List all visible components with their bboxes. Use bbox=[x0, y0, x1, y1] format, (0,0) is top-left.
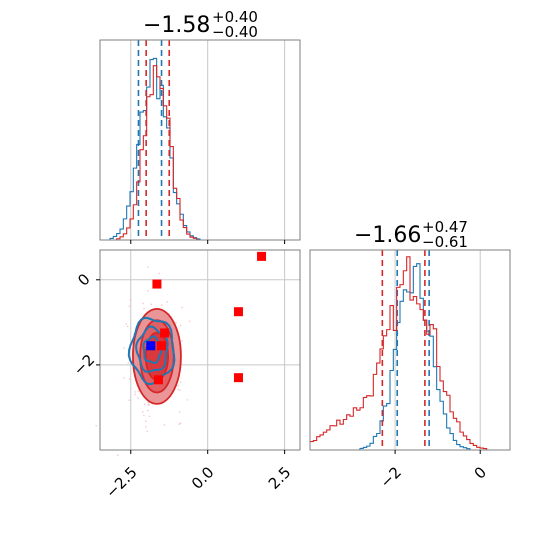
title-right-minus: −0.61 bbox=[422, 233, 468, 251]
sample-point bbox=[147, 403, 150, 406]
histogram-series-1 bbox=[100, 65, 300, 241]
y-tick-label: 0 bbox=[74, 270, 93, 289]
title-right-plus: +0.47 bbox=[422, 218, 468, 236]
sample-point bbox=[142, 302, 144, 305]
sample-point bbox=[128, 399, 131, 402]
title-top-plus: +0.40 bbox=[212, 8, 258, 26]
sample-point bbox=[143, 403, 146, 405]
sample-point bbox=[148, 415, 151, 418]
sample-point bbox=[125, 323, 128, 325]
sample-point bbox=[175, 321, 177, 324]
sample-point bbox=[163, 424, 166, 426]
sample-point bbox=[147, 401, 149, 404]
histogram-series-1 bbox=[310, 256, 510, 451]
sample-point bbox=[126, 325, 129, 328]
sample-point bbox=[179, 422, 182, 425]
sample-point bbox=[177, 384, 180, 387]
sample-point bbox=[128, 305, 131, 307]
sample-point bbox=[181, 306, 183, 309]
marker-square bbox=[233, 307, 243, 317]
x-tick-label: −2.5 bbox=[102, 463, 140, 501]
joint-scatter-panel: −2.5 0.0 2.5 0 −2 bbox=[70, 249, 301, 502]
sample-point bbox=[144, 420, 147, 423]
sample-point bbox=[160, 304, 163, 306]
sample-point bbox=[147, 289, 149, 292]
sample-point bbox=[95, 424, 98, 427]
marker-square bbox=[152, 279, 162, 289]
y-tick-label: −2 bbox=[70, 351, 98, 379]
sample-point bbox=[178, 411, 181, 413]
contour-blue-level bbox=[135, 325, 169, 373]
marginal-histogram-right: −2 0 bbox=[309, 249, 511, 492]
sample-point bbox=[123, 377, 125, 379]
sample-point bbox=[123, 347, 126, 349]
marker-square bbox=[146, 341, 156, 351]
x-tick-label: 2.5 bbox=[265, 463, 295, 493]
sample-point bbox=[134, 393, 137, 396]
sample-point bbox=[137, 390, 140, 393]
sample-point bbox=[166, 301, 169, 303]
sample-point bbox=[128, 378, 131, 380]
sample-point bbox=[158, 272, 160, 275]
sample-point bbox=[147, 266, 149, 268]
sample-point bbox=[177, 388, 179, 391]
marginal-histogram-top bbox=[99, 39, 301, 244]
sample-point bbox=[117, 454, 119, 456]
title-top-minus: −0.40 bbox=[212, 23, 258, 41]
title-top-median: −1.58 bbox=[143, 13, 210, 38]
histogram-series-0 bbox=[100, 57, 300, 241]
title-right-median: −1.66 bbox=[354, 223, 421, 248]
sample-point bbox=[137, 397, 139, 400]
sample-point bbox=[142, 411, 144, 413]
x-tick-label: 0.0 bbox=[188, 463, 218, 493]
marker-square bbox=[157, 341, 167, 351]
sample-point bbox=[188, 320, 191, 323]
marker-square bbox=[160, 328, 170, 338]
sample-point bbox=[145, 425, 147, 428]
sample-point bbox=[150, 303, 153, 306]
histogram-series-0 bbox=[310, 263, 510, 451]
sample-point bbox=[129, 299, 132, 301]
sample-point bbox=[146, 430, 149, 433]
marker-square bbox=[153, 375, 163, 385]
sample-point bbox=[143, 307, 145, 310]
axes-frame bbox=[99, 249, 301, 451]
x-tick-label: −2 bbox=[377, 463, 405, 491]
sample-point bbox=[179, 381, 182, 384]
sample-point bbox=[143, 414, 145, 417]
sample-point bbox=[179, 324, 182, 326]
axes-frame bbox=[309, 249, 511, 451]
sample-point bbox=[179, 389, 181, 391]
sample-point bbox=[186, 399, 189, 401]
axes-frame bbox=[99, 39, 301, 241]
contour-blue-level bbox=[142, 335, 163, 365]
sample-point bbox=[134, 391, 136, 393]
marker-square bbox=[233, 373, 243, 383]
sample-point bbox=[181, 340, 183, 342]
marker-square bbox=[257, 251, 267, 261]
x-tick-label: 0 bbox=[471, 463, 490, 482]
sample-point bbox=[146, 409, 149, 412]
sample-point bbox=[127, 362, 130, 364]
